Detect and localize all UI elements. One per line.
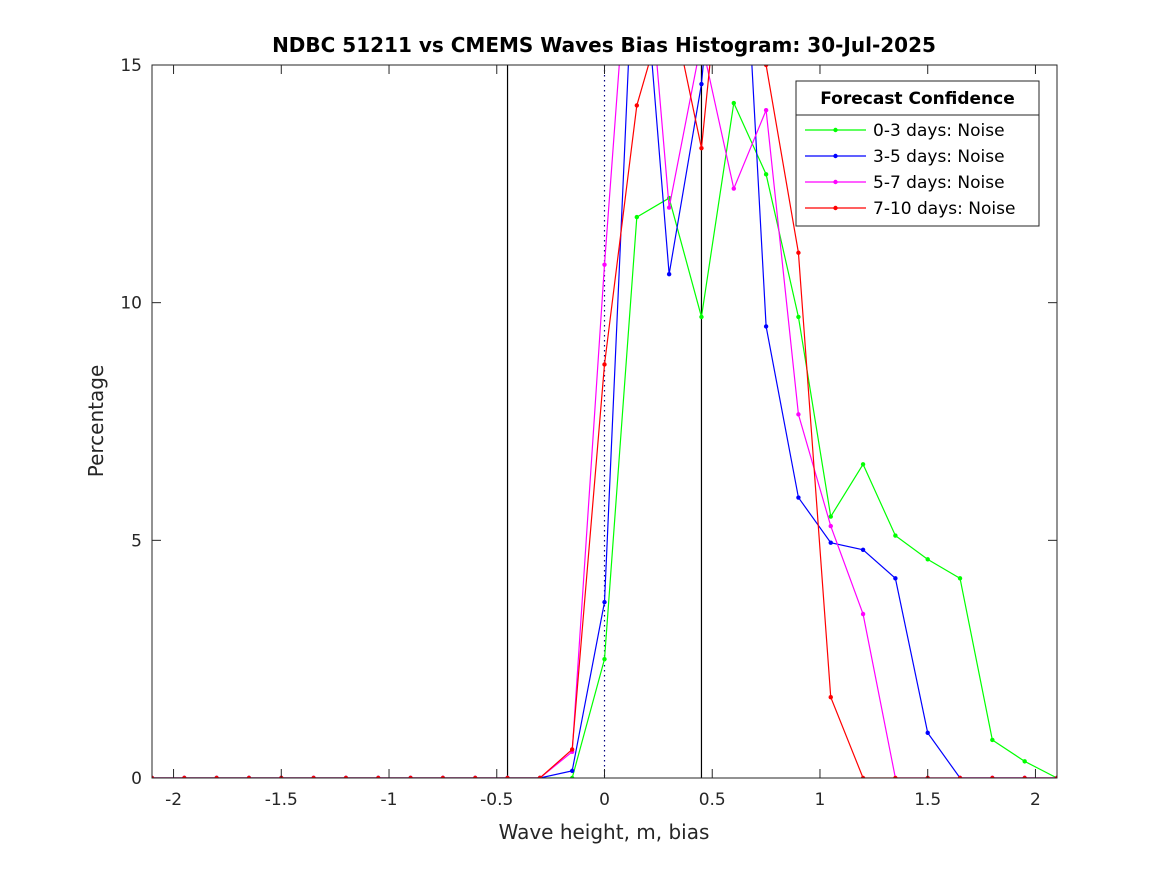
series-4-point <box>214 775 219 778</box>
series-1-point <box>1022 759 1027 764</box>
series-4-point <box>1054 775 1057 778</box>
legend-marker-2 <box>833 153 838 159</box>
x-tick-label: -1 <box>381 790 398 810</box>
series-3-point <box>796 412 801 417</box>
y-tick-label: 0 <box>131 769 142 789</box>
series-4-point <box>343 775 349 778</box>
series-4-point <box>828 694 833 700</box>
series-1-point <box>828 514 833 519</box>
series-4-point <box>440 775 446 778</box>
series-1-point <box>990 737 995 743</box>
plot-data-group <box>152 65 1057 778</box>
series-4-point <box>602 362 607 367</box>
series-3-point <box>731 186 736 191</box>
series-2-point <box>796 495 801 500</box>
legend-marker-1 <box>833 127 838 133</box>
legend-entry-2: 3-5 days: Noise <box>873 147 1005 167</box>
legend-title: Forecast Confidence <box>820 89 1015 109</box>
series-4-point <box>182 775 187 778</box>
series-4-point <box>152 775 155 778</box>
series-4-point <box>246 775 252 778</box>
legend-box <box>795 80 1040 227</box>
series-1-point <box>893 533 898 538</box>
series-4-point <box>796 250 801 255</box>
series-2-point <box>925 730 930 736</box>
series-2-point <box>602 599 607 605</box>
x-tick-label: -2 <box>165 790 182 810</box>
x-tick-label: 1 <box>815 790 826 810</box>
series-2-point <box>893 576 898 581</box>
series-1-point <box>796 314 801 320</box>
series-1-point <box>925 557 930 562</box>
legend-entry-4: 7-10 days: Noise <box>873 199 1015 219</box>
series-4-point <box>537 775 543 778</box>
series-4-point <box>408 775 413 778</box>
series-2-point <box>763 324 769 329</box>
series-2-point <box>666 271 672 277</box>
y-tick-label: 5 <box>131 531 142 551</box>
series-1-point <box>860 462 866 467</box>
y-tick-label: 10 <box>120 294 142 314</box>
x-tick-label: 1.5 <box>914 790 941 810</box>
series-4-point <box>763 65 769 68</box>
series-4-point <box>957 775 963 778</box>
series-1-point <box>699 314 704 320</box>
y-axis-label: Percentage <box>84 365 108 478</box>
x-tick-label: 0 <box>599 790 610 810</box>
series-4-point <box>634 103 640 108</box>
series-1-point <box>957 576 963 581</box>
y-tick-label: 15 <box>120 56 142 76</box>
series-1-point <box>634 214 640 220</box>
legend-marker-4 <box>833 205 838 211</box>
series-2-point <box>569 768 575 774</box>
legend-marker-3 <box>833 179 838 185</box>
series-4-point <box>311 775 316 778</box>
series-1-point <box>569 775 575 778</box>
legend-entry-3: 5-7 days: Noise <box>873 173 1005 193</box>
x-tick-label: -1.5 <box>265 790 298 810</box>
series-4-point <box>505 775 510 778</box>
x-tick-label: 0.5 <box>699 790 726 810</box>
legend: Forecast Confidence 0-3 days: Noise 3-5 da… <box>795 80 1040 227</box>
series-3-point <box>828 523 833 529</box>
x-axis-label: Wave height, m, bias <box>499 820 710 844</box>
series-4-point <box>376 775 381 778</box>
x-tick-label: 2 <box>1030 790 1041 810</box>
series-4-point <box>1022 775 1027 778</box>
series-2-point <box>860 547 866 553</box>
series-4-point <box>990 775 995 778</box>
series-4-point <box>699 145 704 151</box>
series-3-point <box>763 107 769 113</box>
series-3-point <box>666 205 672 210</box>
series-1-point <box>763 172 769 177</box>
x-tick-label: -0.5 <box>480 790 513 810</box>
series-1-point <box>731 100 736 106</box>
legend-entry-1: 0-3 days: Noise <box>873 121 1005 141</box>
series-4-point <box>860 775 866 778</box>
series-4-point <box>473 775 478 778</box>
series-2-point <box>699 81 704 87</box>
chart-title: NDBC 51211 vs CMEMS Waves Bias Histogram… <box>272 33 936 57</box>
series-4-point <box>569 747 575 752</box>
series-4-point <box>893 775 898 778</box>
series-1-point <box>602 656 607 662</box>
series-2-point <box>828 540 833 545</box>
series-3-point <box>860 611 866 617</box>
series-3-point <box>602 262 607 267</box>
